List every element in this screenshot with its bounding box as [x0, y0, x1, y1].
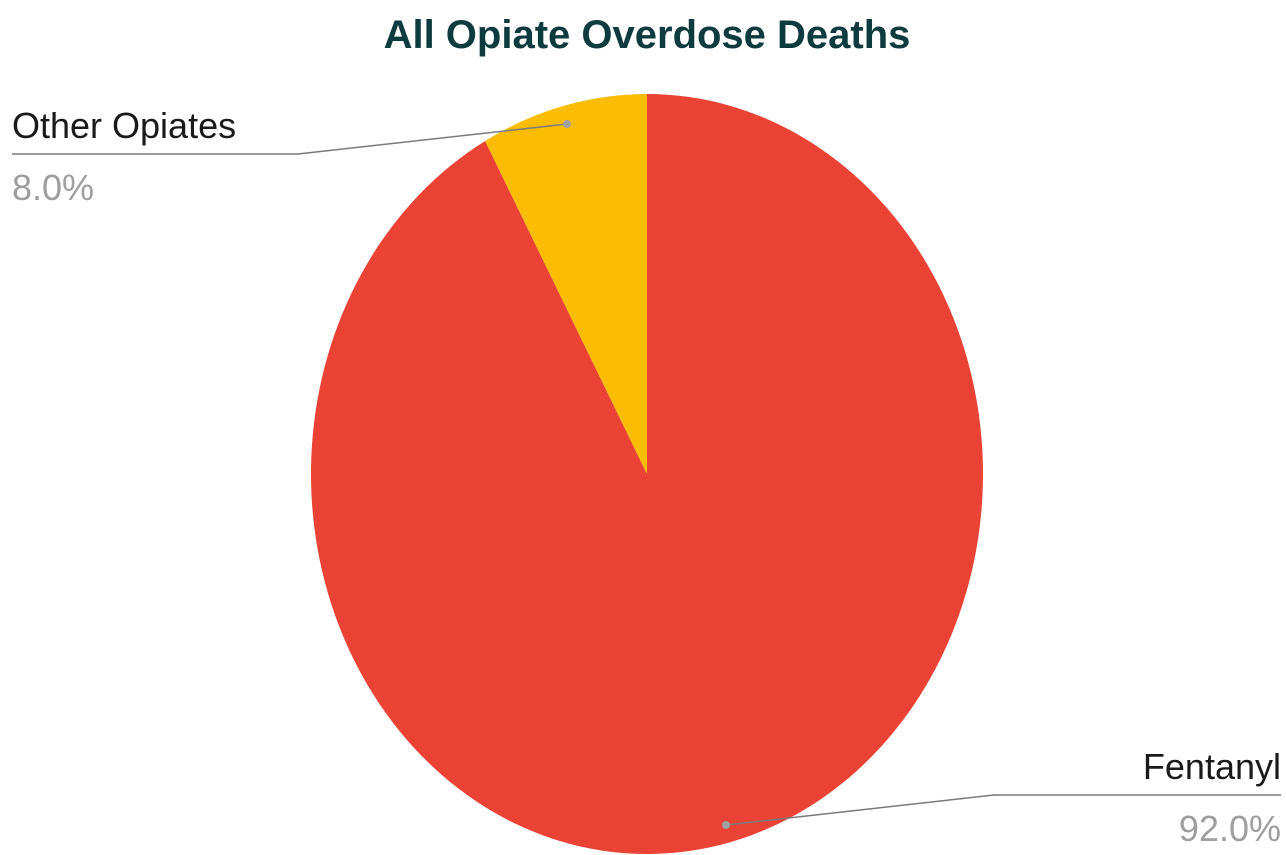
- slice-label-fentanyl: Fentanyl: [1143, 746, 1281, 787]
- leader-line-fentanyl: [725, 794, 1281, 826]
- slice-annotation-other-opiates: Other Opiates 8.0%: [12, 105, 571, 208]
- leader-dot-fentanyl: [722, 821, 730, 829]
- slice-annotation-fentanyl: Fentanyl 92.0%: [722, 746, 1281, 849]
- pie-slice-other-opiates: [485, 94, 647, 474]
- slice-value-other-opiates: 8.0%: [12, 167, 94, 208]
- leader-dot-other-opiates: [563, 120, 571, 128]
- chart-title: All Opiate Overdose Deaths: [384, 13, 911, 57]
- pie-slices: [310, 94, 983, 854]
- slice-value-fentanyl: 92.0%: [1179, 808, 1281, 849]
- slice-label-other-opiates: Other Opiates: [12, 105, 236, 146]
- pie-slice-fentanyl: [310, 94, 983, 854]
- leader-line-other-opiates: [12, 123, 568, 155]
